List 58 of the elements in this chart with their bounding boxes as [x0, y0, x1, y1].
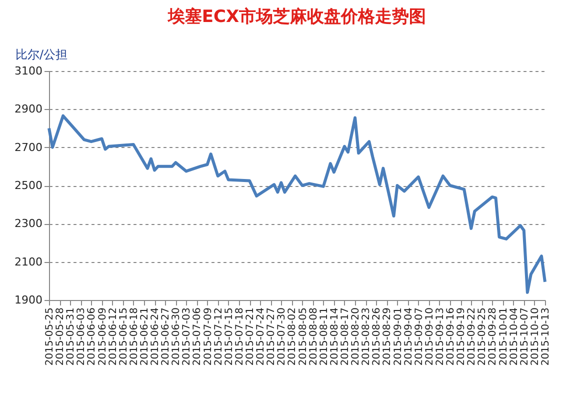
x-tick-label: 2015-07-09 [202, 308, 214, 366]
x-tick-label: 2015-08-08 [308, 308, 320, 366]
x-tick-label: 2015-06-15 [118, 308, 130, 366]
x-tick-label: 2015-05-31 [66, 308, 77, 366]
x-tick-label: 2015-07-27 [266, 308, 278, 366]
x-tick-label: 2015-08-20 [350, 308, 362, 366]
x-tick-label: 2015-08-05 [298, 308, 309, 366]
x-tick-label: 2015-08-11 [318, 308, 330, 366]
x-tick-label: 2015-06-12 [108, 308, 119, 366]
x-tick-label: 2015-10-07 [519, 308, 530, 366]
x-tick-label: 2015-09-07 [414, 308, 425, 366]
x-tick-label: 2015-09-25 [477, 308, 488, 366]
x-tick-label: 2015-05-28 [55, 308, 66, 366]
x-tick-label: 2015-05-25 [44, 308, 56, 366]
x-tick-label: 2015-09-28 [488, 308, 499, 366]
y-tick-label: 3100 [14, 64, 42, 78]
x-tick-label: 2015-07-12 [213, 308, 224, 366]
x-tick-label: 2015-06-27 [160, 308, 172, 366]
x-tick-label: 2015-09-22 [466, 308, 478, 366]
y-tick-label: 2500 [14, 179, 42, 192]
y-tick-label: 2100 [14, 255, 42, 268]
y-axis-title: 比尔/公担 [16, 48, 68, 62]
x-tick-label: 2015-06-09 [97, 308, 108, 366]
x-tick-label: 2015-07-30 [276, 308, 288, 366]
x-tick-label: 2015-07-03 [182, 308, 193, 366]
x-tick-label: 2015-10-13 [540, 308, 552, 366]
x-tick-label: 2015-06-18 [128, 308, 140, 366]
y-tick-label: 2300 [14, 217, 42, 230]
x-tick-label: 2015-09-13 [434, 308, 446, 366]
x-tick-label: 2015-06-24 [150, 308, 162, 366]
x-tick-label: 2015-08-17 [340, 308, 351, 366]
x-tick-label: 2015-08-26 [372, 308, 383, 366]
x-tick-label: 2015-06-30 [171, 308, 182, 366]
y-tick-label: 1900 [14, 294, 42, 306]
y-tick-label: 2900 [14, 102, 42, 116]
chart-title: 埃塞ECX市场芝麻收盘价格走势图 [166, 7, 426, 27]
x-tick-label: 2015-09-01 [392, 308, 404, 366]
line-series [48, 114, 546, 294]
x-tick-label: 2015-07-15 [224, 308, 235, 366]
x-tick-label: 2015-06-03 [76, 308, 88, 366]
x-tick-label: 2015-10-10 [530, 308, 541, 366]
x-tick-label: 2015-07-21 [245, 308, 256, 366]
x-tick-label: 2015-07-06 [192, 308, 204, 366]
x-tick-label: 2015-09-04 [403, 308, 414, 366]
x-tick-label: 2015-08-02 [287, 308, 298, 366]
x-tick-label: 2015-08-23 [361, 308, 372, 366]
x-tick-label: 2015-07-24 [256, 308, 267, 366]
x-tick-label: 2015-10-01 [498, 308, 510, 366]
x-tick-label: 2015-07-18 [234, 308, 246, 366]
x-tick-label: 2015-09-10 [424, 308, 436, 366]
x-tick-label: 2015-08-14 [329, 308, 340, 366]
y-tick-label: 2700 [14, 140, 42, 154]
x-tick-label: 2015-08-29 [382, 308, 394, 366]
x-tick-label: 2015-06-06 [86, 308, 98, 366]
x-tick-label: 2015-09-16 [446, 308, 457, 366]
x-tick-label: 2015-06-21 [139, 308, 150, 366]
x-tick-label: 2015-09-19 [456, 308, 468, 366]
x-tick-label: 2015-10-04 [508, 308, 520, 366]
